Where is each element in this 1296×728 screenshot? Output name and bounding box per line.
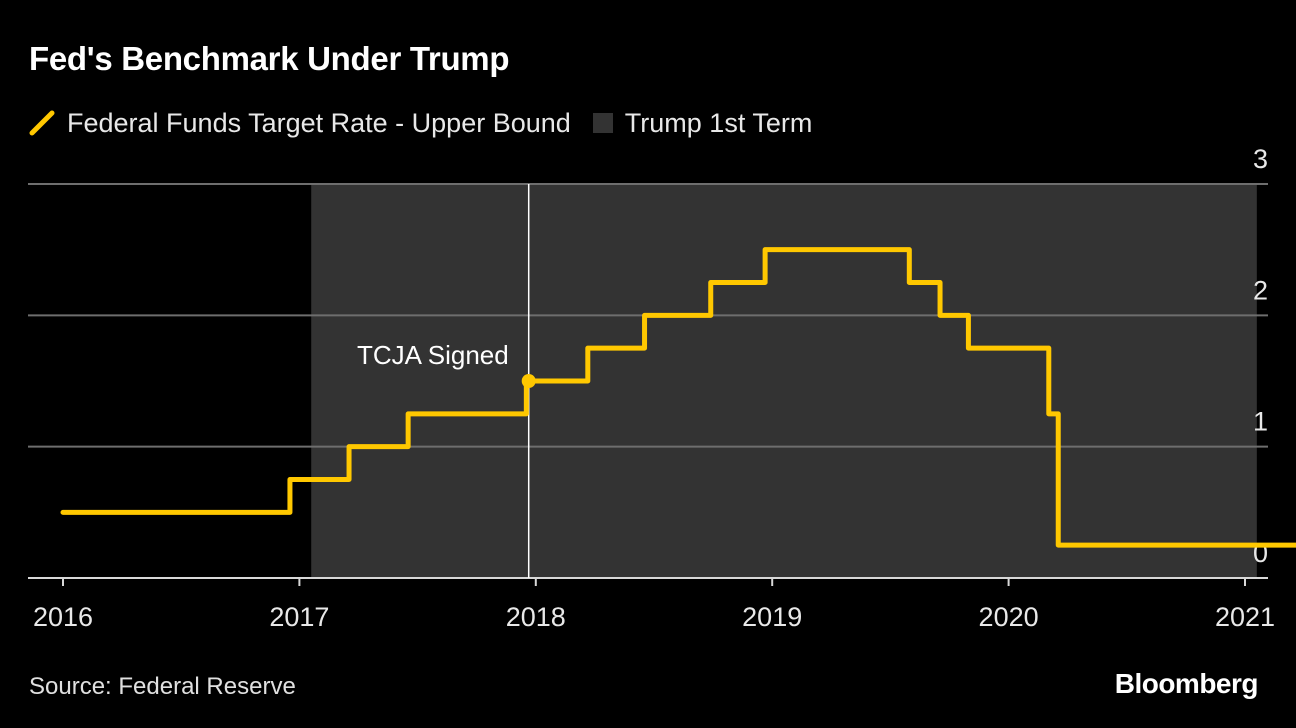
bloomberg-logo: Bloomberg (1114, 668, 1259, 699)
legend-label-rate: Federal Funds Target Rate - Upper Bound (67, 107, 571, 138)
source-note: Source: Federal Reserve (29, 673, 296, 700)
legend-line-icon (29, 110, 55, 136)
series-layer (60, 247, 1296, 548)
y-tick-label: 3 (1253, 144, 1268, 174)
tcja-marker (521, 374, 536, 388)
x-tick-label: 2018 (506, 602, 566, 632)
legend-item-term: Trump 1st Term (592, 107, 813, 139)
legend: Federal Funds Target Rate - Upper Bound … (29, 106, 834, 140)
x-tick-label: 2019 (742, 602, 802, 632)
legend-label-term: Trump 1st Term (624, 107, 813, 138)
y-tick-label: 1 (1253, 407, 1268, 437)
shade-layer (311, 184, 1257, 578)
x-axis: 2016 2017 2018 2019 2020 2021 (28, 577, 1275, 632)
legend-item-rate: Federal Funds Target Rate - Upper Bound (29, 108, 571, 139)
y-tick-label: 0 (1253, 538, 1268, 568)
trump-term-shade (311, 184, 1257, 578)
x-tick-label: 2016 (33, 602, 93, 632)
legend-shade-icon (592, 113, 613, 133)
annotation-label: TCJA Signed (357, 340, 509, 370)
x-tick-label: 2021 (1215, 602, 1275, 632)
chart-title: Fed's Benchmark Under Trump (29, 40, 510, 77)
x-tick-label: 2017 (269, 602, 329, 632)
chart-canvas: 2016 2017 2018 2019 2020 2021 0 1 2 3 TCJA Signe… (28, 144, 1296, 632)
rate-series-line (60, 247, 1296, 548)
y-tick-label: 2 (1253, 275, 1268, 305)
x-tick-label: 2020 (979, 602, 1039, 632)
y-axis: 0 1 2 3 (1253, 144, 1268, 568)
annotation-layer: TCJA Signed (357, 184, 530, 578)
